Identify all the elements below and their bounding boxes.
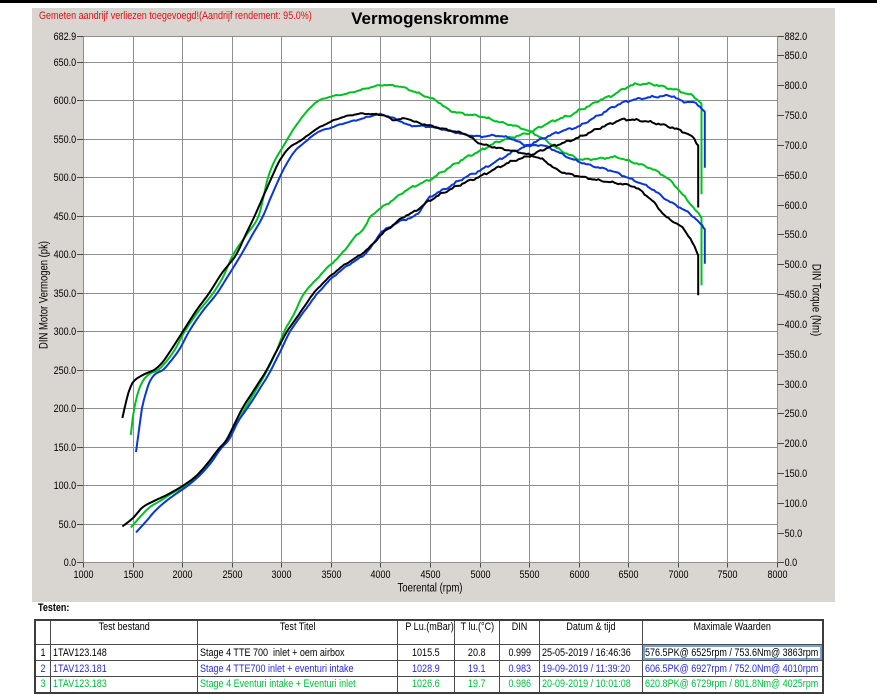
svg-text:4000: 4000: [370, 569, 390, 581]
svg-text:6000: 6000: [569, 569, 589, 581]
svg-text:5500: 5500: [519, 569, 539, 581]
svg-text:800.0: 800.0: [785, 80, 808, 92]
svg-text:6500: 6500: [618, 569, 638, 581]
svg-text:500.0: 500.0: [785, 259, 808, 271]
svg-text:50.0: 50.0: [785, 528, 803, 540]
svg-text:1000: 1000: [73, 569, 93, 581]
svg-text:4500: 4500: [420, 569, 440, 581]
svg-text:2000: 2000: [172, 569, 192, 581]
svg-text:600.0: 600.0: [785, 200, 808, 212]
svg-text:250.0: 250.0: [54, 365, 77, 377]
svg-text:850.0: 850.0: [785, 50, 808, 62]
svg-text:200.0: 200.0: [54, 403, 77, 415]
svg-text:300.0: 300.0: [54, 326, 77, 338]
svg-text:0.0: 0.0: [64, 557, 77, 569]
svg-text:8000: 8000: [767, 569, 787, 581]
svg-text:3500: 3500: [321, 569, 341, 581]
svg-text:2500: 2500: [222, 569, 242, 581]
svg-text:550.0: 550.0: [54, 134, 77, 146]
svg-text:450.0: 450.0: [785, 289, 808, 301]
svg-text:150.0: 150.0: [785, 468, 808, 480]
svg-text:Toerental (rpm): Toerental (rpm): [398, 583, 463, 595]
svg-text:750.0: 750.0: [785, 110, 808, 122]
svg-text:50.0: 50.0: [59, 519, 77, 531]
svg-text:300.0: 300.0: [785, 379, 808, 391]
svg-text:882.0: 882.0: [785, 31, 808, 43]
svg-text:350.0: 350.0: [54, 288, 77, 300]
svg-text:650.0: 650.0: [54, 57, 77, 69]
svg-text:7000: 7000: [668, 569, 688, 581]
svg-text:100.0: 100.0: [785, 498, 808, 510]
svg-text:250.0: 250.0: [785, 408, 808, 420]
svg-text:400.0: 400.0: [785, 319, 808, 331]
svg-text:450.0: 450.0: [54, 211, 77, 223]
svg-text:700.0: 700.0: [785, 140, 808, 152]
svg-text:400.0: 400.0: [54, 249, 77, 261]
svg-text:150.0: 150.0: [54, 442, 77, 454]
svg-text:DIN Torque (Nm): DIN Torque (Nm): [809, 264, 821, 336]
svg-text:1500: 1500: [123, 569, 143, 581]
svg-text:DIN Motor Vermogen (pk): DIN Motor Vermogen (pk): [39, 241, 51, 349]
svg-text:550.0: 550.0: [785, 229, 808, 241]
svg-text:682.9: 682.9: [54, 31, 77, 43]
svg-text:7500: 7500: [717, 569, 737, 581]
svg-text:5000: 5000: [470, 569, 490, 581]
svg-text:0.0: 0.0: [785, 557, 798, 569]
svg-text:100.0: 100.0: [54, 480, 77, 492]
svg-text:500.0: 500.0: [54, 172, 77, 184]
svg-text:600.0: 600.0: [54, 95, 77, 107]
svg-text:650.0: 650.0: [785, 170, 808, 182]
svg-text:200.0: 200.0: [785, 438, 808, 450]
svg-text:3000: 3000: [271, 569, 291, 581]
svg-text:350.0: 350.0: [785, 349, 808, 361]
